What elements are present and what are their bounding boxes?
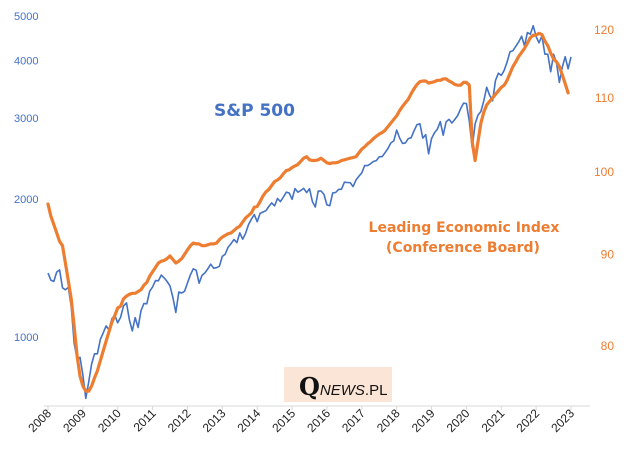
lei-series-line [46,31,570,393]
x-tick-label: 2023 [548,406,577,435]
right-axis: 80 90 100 110 120 [594,23,614,353]
x-tick-label: 2015 [269,406,298,435]
x-tick-label: 2009 [60,406,89,435]
left-axis: 1000 2000 3000 4000 5000 [14,11,38,344]
left-tick-label: 4000 [14,56,38,68]
lei-annotation-line1: Leading Economic Index [369,220,560,236]
x-tick-label: 2012 [165,406,194,435]
x-tick-label: 2010 [95,406,124,435]
x-tick-label: 2022 [513,406,542,435]
left-tick-label: 1000 [14,332,38,344]
x-tick-label: 2017 [339,406,368,435]
right-tick-label: 120 [594,23,614,37]
x-axis: 2008 2009 2010 2011 2012 2013 2014 2015 2016 2017… [25,406,577,435]
right-tick-label: 100 [594,165,614,179]
x-tick-label: 2016 [304,406,333,435]
x-tick-label: 2014 [235,406,264,435]
x-tick-label: 2008 [25,406,54,435]
left-tick-label: 2000 [14,194,38,206]
x-tick-label: 2011 [131,406,159,434]
x-tick-label: 2020 [444,406,473,435]
x-tick-label: 2018 [374,406,403,435]
x-tick-label: 2019 [409,406,438,435]
x-tick-label: 2021 [479,406,508,435]
svg-text:QNEWS.PL: QNEWS.PL [299,372,387,401]
lei-annotation-line2: (Conference Board) [386,240,540,256]
right-tick-label: 80 [601,339,615,353]
left-tick-label: 5000 [14,11,38,23]
sp500-annotation: S&P 500 [214,101,295,121]
qnews-logo: QNEWS.PL [284,367,392,402]
left-tick-label: 3000 [14,113,38,125]
right-tick-label: 90 [601,247,615,261]
sp500-series-line [47,24,572,400]
x-tick-label: 2013 [200,406,229,435]
right-tick-label: 110 [595,91,614,105]
